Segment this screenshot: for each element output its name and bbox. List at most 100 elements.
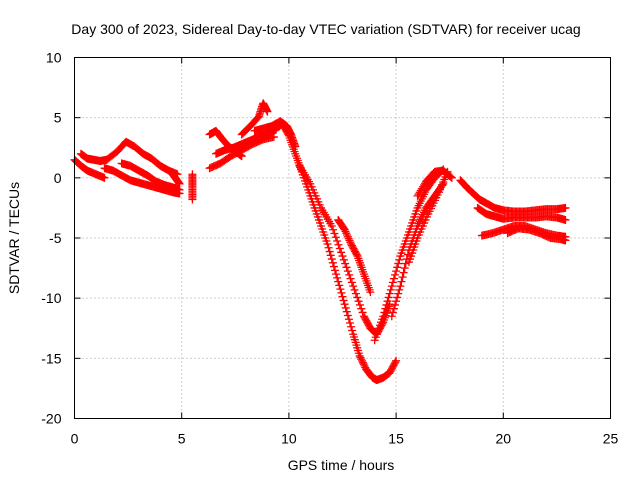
- data-point: [350, 285, 359, 294]
- data-point: [391, 270, 400, 279]
- data-point: [263, 107, 272, 116]
- data-point: [353, 293, 362, 302]
- data-point: [392, 267, 401, 276]
- data-point: [340, 300, 349, 309]
- x-tick-label: 0: [71, 431, 79, 447]
- data-point: [284, 130, 293, 139]
- data-point: [100, 173, 109, 182]
- data-point: [329, 225, 338, 234]
- data-point: [388, 308, 397, 317]
- data-point: [352, 250, 361, 259]
- series-track-19: [413, 166, 456, 200]
- data-point: [336, 285, 345, 294]
- series-track-16: [370, 165, 448, 345]
- data-point: [324, 243, 333, 252]
- data-point: [334, 277, 343, 286]
- data-point: [340, 225, 349, 234]
- series-track-13: [269, 119, 401, 384]
- data-point: [341, 227, 350, 236]
- data-point: [393, 293, 402, 302]
- data-point: [334, 240, 343, 249]
- data-point: [387, 282, 396, 291]
- data-point: [331, 233, 340, 242]
- data-point: [346, 318, 355, 327]
- data-point: [326, 251, 335, 260]
- data-point: [354, 297, 363, 306]
- y-tick-label: -20: [41, 411, 61, 427]
- x-tick-label: 15: [388, 431, 404, 447]
- data-point: [392, 356, 401, 365]
- x-tick-label: 25: [603, 431, 619, 447]
- data-point: [380, 308, 389, 317]
- series-track-3: [102, 137, 182, 179]
- data-point: [343, 267, 352, 276]
- x-axis-label: GPS time / hours: [288, 457, 395, 473]
- data-point: [342, 263, 351, 272]
- data-point: [366, 288, 375, 297]
- data-point: [344, 315, 353, 324]
- data-point: [341, 259, 350, 268]
- data-point: [327, 255, 336, 264]
- data-point: [392, 297, 401, 306]
- data-point: [388, 278, 397, 287]
- series-track-7: [188, 170, 197, 204]
- data-point: [394, 289, 403, 298]
- data-point: [397, 277, 406, 286]
- x-tick-label: 5: [178, 431, 186, 447]
- data-point: [349, 282, 358, 291]
- data-point: [399, 268, 408, 277]
- data-point: [338, 292, 347, 301]
- data-point: [396, 282, 405, 291]
- y-tick-label: -15: [41, 350, 61, 366]
- y-tick-label: 0: [54, 170, 62, 186]
- x-tick-label: 10: [281, 431, 297, 447]
- data-point: [328, 258, 337, 267]
- grid-layer: [74, 57, 611, 419]
- data-point: [323, 240, 332, 249]
- data-point: [348, 326, 357, 335]
- data-point: [333, 273, 342, 282]
- data-point: [347, 322, 356, 331]
- data-point: [342, 229, 351, 238]
- y-tick-label: -5: [49, 230, 62, 246]
- data-point: [330, 229, 339, 238]
- data-point: [343, 232, 352, 241]
- data-point: [446, 172, 455, 181]
- x-tick-label: 20: [496, 431, 512, 447]
- series-track-20: [456, 176, 570, 216]
- data-point: [344, 234, 353, 243]
- data-point: [346, 274, 355, 283]
- data-point: [400, 264, 409, 273]
- data-point: [188, 195, 197, 204]
- data-point: [325, 247, 334, 256]
- data-point: [393, 263, 402, 272]
- data-point: [329, 262, 338, 271]
- series-track-11: [237, 99, 272, 139]
- data-point: [561, 236, 570, 245]
- data-point: [330, 266, 339, 275]
- point-layer: [70, 99, 570, 384]
- data-point: [395, 255, 404, 264]
- data-point: [357, 304, 366, 313]
- data-point: [339, 255, 348, 264]
- data-point: [343, 230, 352, 239]
- series-track-15: [334, 215, 375, 297]
- data-point: [337, 248, 346, 257]
- data-point: [387, 312, 396, 321]
- series-track-14: [295, 161, 394, 339]
- data-point: [338, 252, 347, 261]
- data-point: [561, 215, 570, 224]
- data-point: [386, 285, 395, 294]
- data-point: [561, 203, 570, 212]
- data-point: [333, 237, 342, 246]
- data-point: [342, 307, 351, 316]
- chart-title: Day 300 of 2023, Sidereal Day-to-day VTE…: [71, 21, 580, 37]
- series-track-21: [473, 203, 570, 224]
- y-tick-label: -10: [41, 290, 61, 306]
- data-point: [339, 296, 348, 305]
- data-point: [175, 179, 184, 188]
- data-point: [337, 288, 346, 297]
- data-point: [383, 297, 392, 306]
- data-point: [335, 244, 344, 253]
